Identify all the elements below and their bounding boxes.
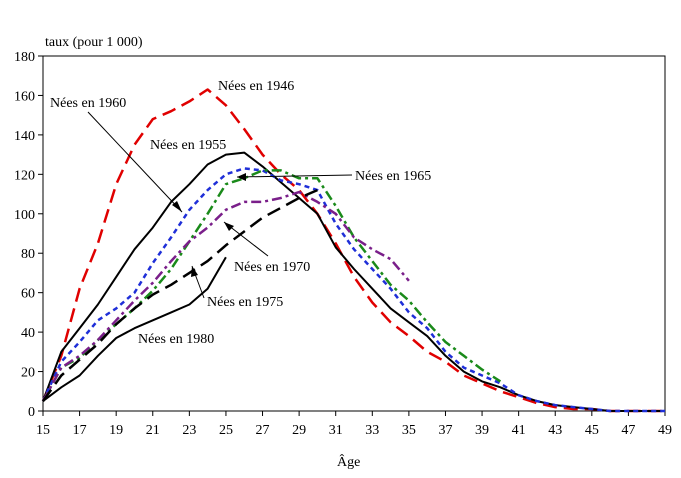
y-tick-label: 0 [28,405,35,420]
label-1960: Nées en 1960 [50,96,126,111]
series-line-nées-en-1965 [41,169,502,402]
label-1955: Nées en 1955 [150,138,226,153]
arrow-1960 [87,111,183,213]
x-tick-label: 49 [658,423,672,438]
x-tick-label: 45 [585,423,599,438]
y-tick-label: 40 [21,326,35,341]
x-tick-label: 25 [219,423,233,438]
series-line-nées-en-1970 [41,190,410,402]
x-tick-label: 39 [475,423,489,438]
x-tick-label: 21 [146,423,160,438]
x-tick-label: 23 [182,423,196,438]
y-tick-label: 20 [21,366,35,381]
label-1975: Nées en 1975 [207,295,283,310]
y-axis: 0 20 40 60 80 100 120 140 160 180 [14,50,43,420]
x-tick-label: 17 [73,423,87,438]
y-tick-label: 180 [14,50,35,65]
x-tick-label: 29 [292,423,306,438]
series-line-nées-en-1955 [42,151,665,412]
x-tick-label: 43 [548,423,562,438]
annotation-layer: Nées en 1946 Nées en 1960 Nées en 1955 N… [50,79,431,347]
arrow-1965 [236,174,353,178]
arrowhead-1960 [172,201,182,212]
x-tick-label: 33 [365,423,379,438]
y-tick-label: 120 [14,168,35,183]
label-1965: Nées en 1965 [355,169,431,184]
arrowhead-1970 [224,222,234,231]
y-tick-label: 60 [21,287,35,302]
x-tick-label: 47 [621,423,635,438]
label-1980: Nées en 1980 [138,332,214,347]
y-tick-label: 100 [14,208,35,223]
x-tick-label: 35 [402,423,416,438]
x-tick-label: 31 [329,423,343,438]
plot-frame [42,55,666,412]
series-layer [41,88,665,413]
series-line-nées-en-1980 [42,256,227,402]
x-axis-title: Âge [337,453,360,470]
y-tick-label: 80 [21,247,35,262]
y-axis-title: taux (pour 1 000) [45,35,143,50]
x-axis: 15 17 19 21 23 25 27 29 31 33 35 37 39 41 43 45 47 49 [36,411,672,438]
series-line-nées-en-1975 [41,188,318,402]
y-tick-label: 140 [14,129,35,144]
series-line-nées-en-1960 [41,167,665,413]
x-tick-label: 41 [512,423,526,438]
label-1946: Nées en 1946 [218,79,294,94]
x-tick-label: 19 [109,423,123,438]
arrowhead-1975 [191,266,198,277]
x-tick-label: 15 [36,423,50,438]
x-tick-label: 37 [438,423,452,438]
label-1970: Nées en 1970 [234,260,310,275]
arrowhead-1965 [237,173,246,181]
y-tick-label: 160 [14,89,35,104]
x-tick-label: 27 [256,423,270,438]
